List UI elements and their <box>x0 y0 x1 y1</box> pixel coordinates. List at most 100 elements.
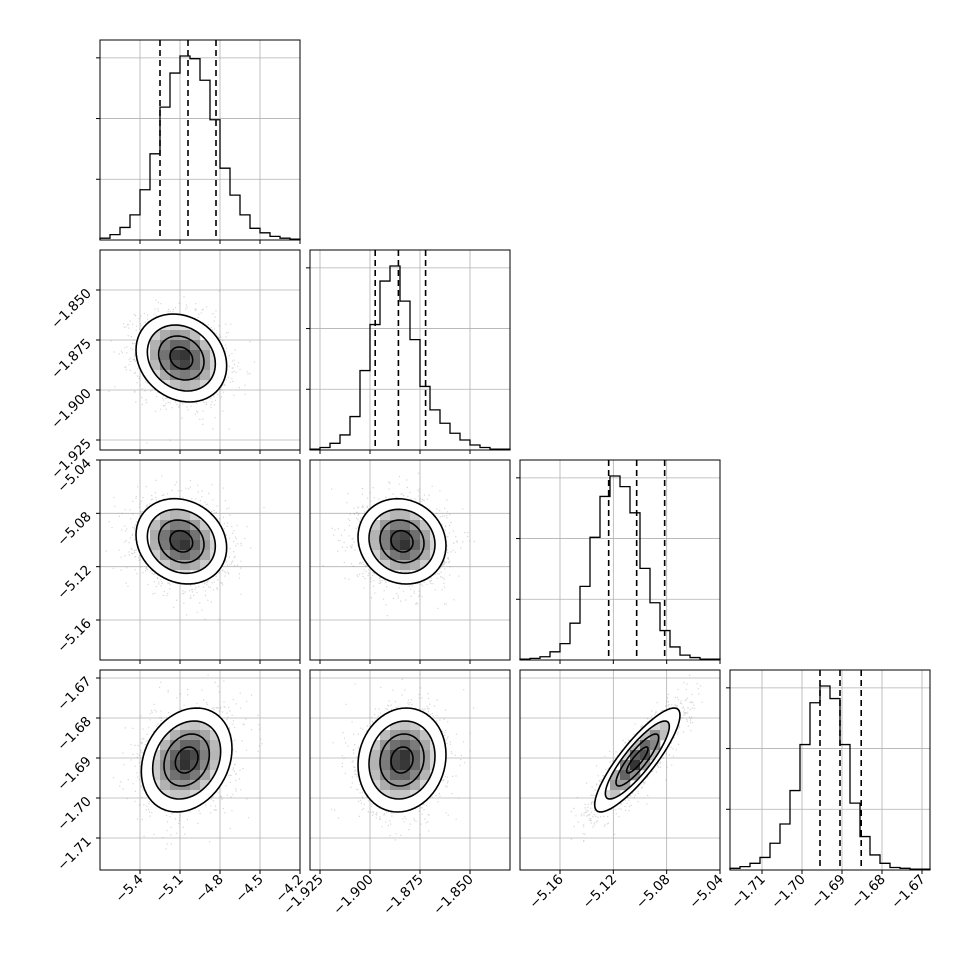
density-cell <box>410 780 421 791</box>
contour-line <box>390 529 414 553</box>
y-tick-label: −1.850 <box>48 286 95 333</box>
density-cell <box>410 721 421 731</box>
density-cell <box>170 340 181 351</box>
density-cell <box>170 540 181 551</box>
density-cell <box>630 760 641 771</box>
density-cell <box>180 520 191 531</box>
density-cell <box>160 780 171 791</box>
density-cell <box>380 760 391 771</box>
x-tick-label: −5.12 <box>580 872 621 913</box>
density-cell <box>370 520 381 531</box>
density-cell <box>200 770 211 781</box>
density-cell <box>400 721 411 731</box>
contour-line <box>135 497 228 585</box>
density-cell <box>620 780 631 791</box>
density-cell <box>150 540 161 551</box>
y-tick-label: −1.70 <box>54 794 95 835</box>
contour-line <box>151 720 222 800</box>
density-cell <box>180 370 191 381</box>
density-cell <box>190 550 201 561</box>
density-cell <box>180 740 191 751</box>
density-cell <box>200 750 211 761</box>
density-cell <box>380 550 391 561</box>
density-cell <box>410 730 421 741</box>
density-cell <box>410 560 421 571</box>
density-cell <box>210 750 221 761</box>
density-cell <box>400 520 411 531</box>
density-cell <box>152 760 161 771</box>
panel-frame <box>99 669 301 871</box>
density-cell <box>160 530 171 541</box>
y-tick-label: −1.69 <box>54 754 95 795</box>
x-tick-label: −1.70 <box>768 872 809 913</box>
y-tick-label: −1.71 <box>54 834 95 875</box>
density-cell <box>390 550 401 561</box>
scatter-panel-3-1 <box>309 669 511 874</box>
density-cell <box>170 370 181 381</box>
x-tick-label: −1.68 <box>848 872 889 913</box>
x-tick-label: −1.69 <box>808 872 849 913</box>
contour-line <box>379 519 425 564</box>
x-tick-label: −1.900 <box>330 872 377 919</box>
density-cell <box>370 740 381 751</box>
density-cells <box>370 510 435 574</box>
density-cell <box>430 760 435 771</box>
density-cell <box>160 760 171 771</box>
density-cell <box>610 790 621 799</box>
density-cell <box>370 550 381 561</box>
density-cell <box>200 780 211 791</box>
density-cell <box>400 740 411 751</box>
density-cell <box>640 740 651 751</box>
density-cell <box>170 350 181 361</box>
x-tick-label: −4.8 <box>192 872 226 906</box>
density-cell <box>180 360 191 371</box>
panel-frame <box>309 459 511 661</box>
contour-line <box>615 733 660 787</box>
density-cell <box>200 360 211 371</box>
density-cell <box>420 550 431 561</box>
density-cell <box>180 340 191 351</box>
contour-line <box>390 746 414 774</box>
panel-frame <box>99 459 301 661</box>
density-cell <box>390 730 401 741</box>
y-tick-label: −1.900 <box>48 386 95 433</box>
density-cell <box>410 760 421 771</box>
density-cell <box>420 530 431 541</box>
density-cell <box>190 530 201 541</box>
density-cell <box>180 760 191 771</box>
x-tick-label: −1.67 <box>888 872 929 913</box>
contour-line <box>604 720 671 800</box>
density-cell <box>180 790 191 799</box>
density-cell <box>400 550 411 561</box>
panel-frame <box>99 249 301 451</box>
contour-line <box>593 707 681 813</box>
density-cell <box>210 740 221 751</box>
density-cell <box>380 730 391 741</box>
density-cell <box>170 550 181 561</box>
density-cell <box>660 721 670 731</box>
density-cell <box>150 360 161 371</box>
density-cell <box>370 760 381 771</box>
x-tick-label: −4.5 <box>232 872 266 906</box>
density-cell <box>650 750 661 761</box>
density-cell <box>190 780 201 791</box>
density-cell <box>150 330 161 341</box>
density-cell <box>430 740 435 751</box>
contour-line <box>146 324 217 392</box>
density-cell <box>190 350 201 361</box>
density-cell <box>420 520 431 531</box>
density-cell <box>380 540 391 551</box>
panel-frame <box>309 669 511 871</box>
density-cell <box>180 325 191 331</box>
density-cell <box>400 750 411 761</box>
density-cell <box>200 550 211 561</box>
density-cell <box>400 540 411 551</box>
panel-frame <box>519 459 721 661</box>
y-tick-label: −5.08 <box>54 509 95 550</box>
density-cell <box>380 530 391 541</box>
density-cell <box>210 350 216 361</box>
density-cell <box>650 730 661 741</box>
contour-line <box>157 335 205 381</box>
contour-line <box>135 313 228 403</box>
density-cell <box>200 740 211 751</box>
